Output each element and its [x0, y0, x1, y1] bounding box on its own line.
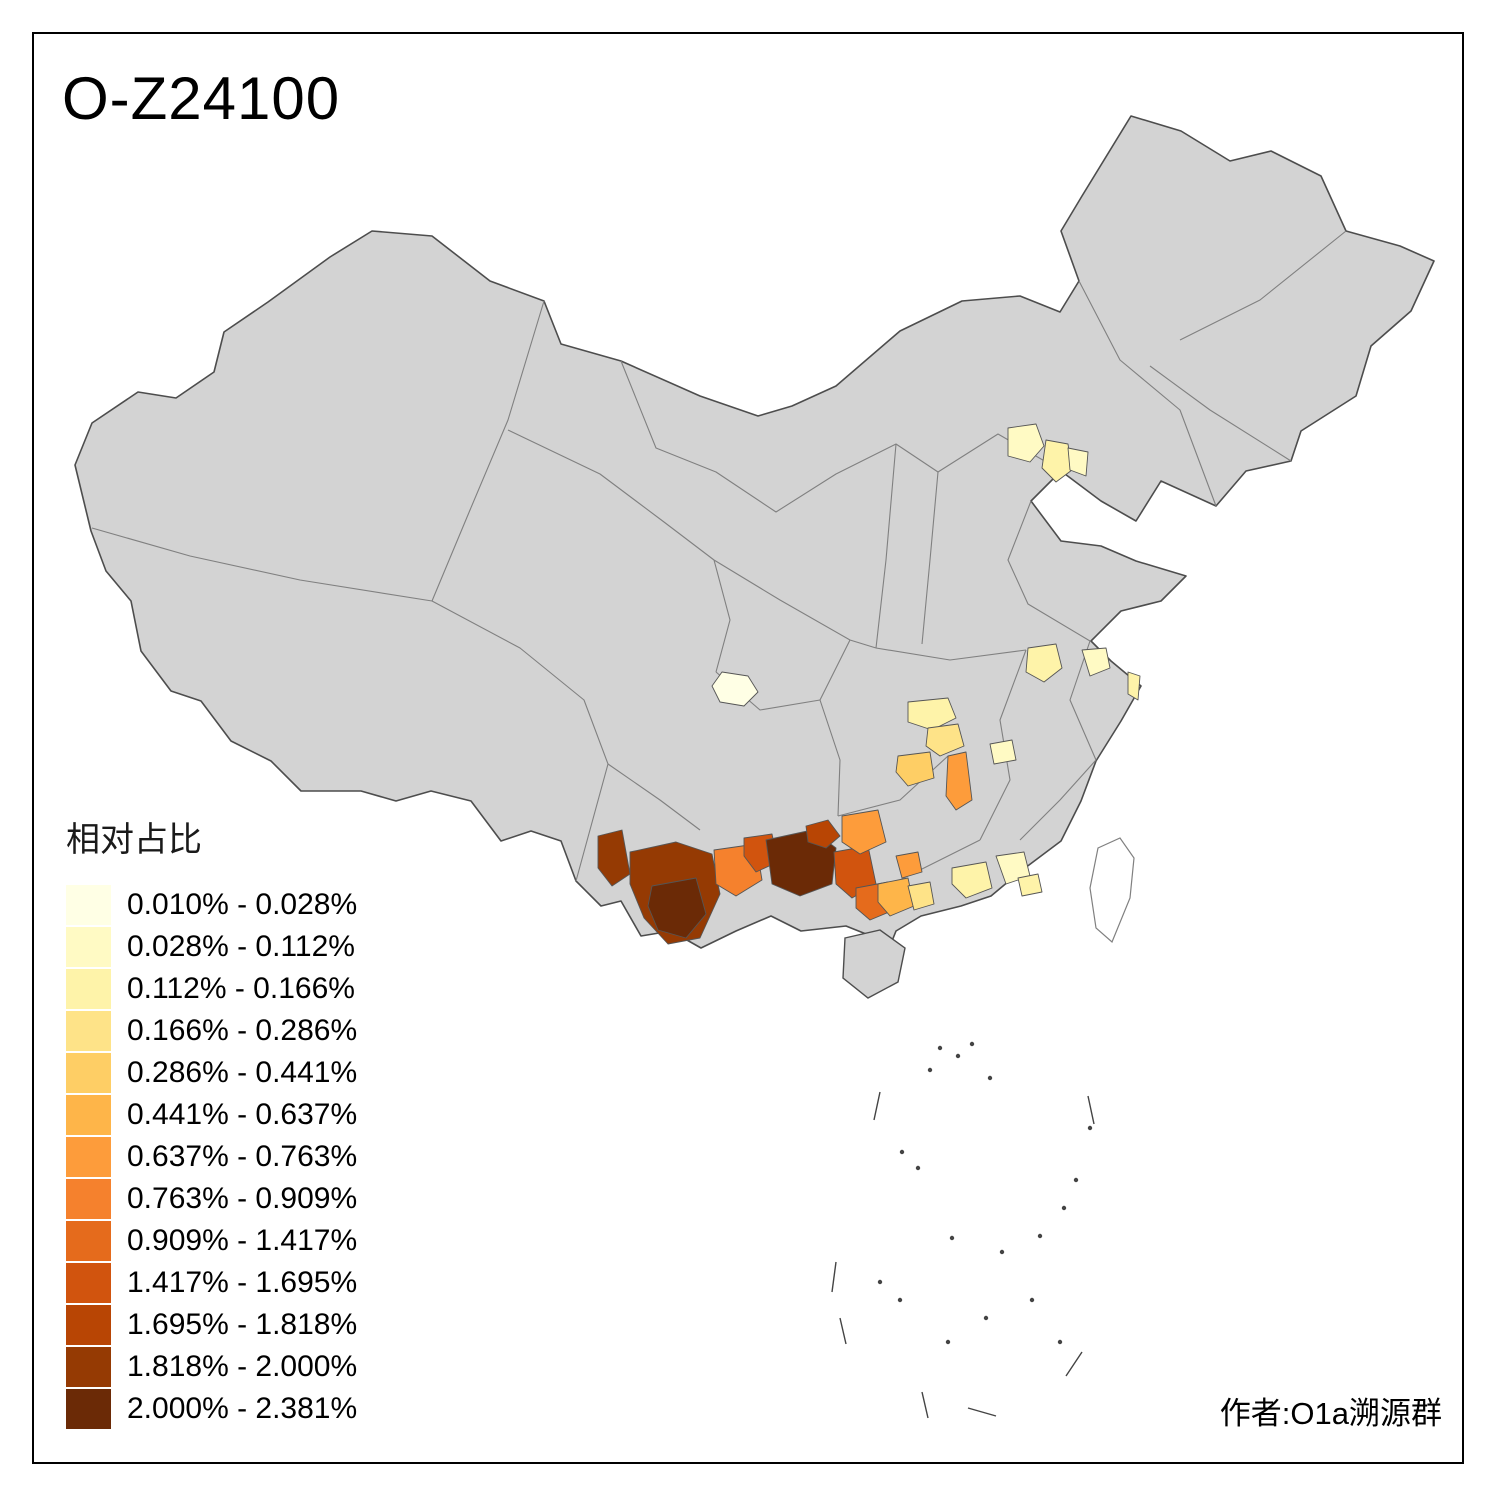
- legend-label: 0.441% - 0.637%: [127, 1098, 358, 1131]
- region-hunan-west: [895, 751, 935, 787]
- legend-swatch: [66, 1221, 111, 1261]
- legend-swatch: [66, 1137, 111, 1177]
- legend-item: 0.028% - 0.112%: [66, 927, 357, 967]
- legend-label: 1.417% - 1.695%: [127, 1266, 358, 1299]
- legend-swatch: [66, 885, 111, 925]
- region-guangxi-south: [877, 877, 915, 917]
- region-beijing: [1007, 423, 1045, 463]
- legend-label: 0.909% - 1.417%: [127, 1224, 358, 1257]
- legend-item: 0.166% - 0.286%: [66, 1011, 357, 1051]
- region-guangdong-west: [951, 861, 993, 899]
- legend-item: 0.112% - 0.166%: [66, 969, 357, 1009]
- region-jiangxi: [989, 739, 1017, 765]
- region-hubei: [907, 697, 957, 731]
- legend-label: 2.000% - 2.381%: [127, 1392, 358, 1425]
- legend-item: 2.000% - 2.381%: [66, 1389, 357, 1429]
- legend-item: 0.637% - 0.763%: [66, 1137, 357, 1177]
- legend: 相对占比 0.010% - 0.028% 0.028% - 0.112% 0.1…: [66, 812, 357, 1431]
- mainland-outline: [74, 115, 1435, 957]
- region-chengdu: [711, 671, 759, 707]
- region-yunnan-west-strip: [597, 829, 631, 887]
- legend-label: 0.028% - 0.112%: [127, 930, 355, 963]
- legend-item: 0.763% - 0.909%: [66, 1179, 357, 1219]
- region-hunan-north: [925, 723, 965, 757]
- legend-swatch: [66, 1179, 111, 1219]
- legend-swatch: [66, 1263, 111, 1303]
- legend-label: 0.166% - 0.286%: [127, 1014, 358, 1047]
- legend-label: 0.010% - 0.028%: [127, 888, 358, 921]
- legend-label: 0.286% - 0.441%: [127, 1056, 358, 1089]
- legend-label: 0.637% - 0.763%: [127, 1140, 358, 1173]
- figure-border: [32, 32, 1464, 1464]
- region-jiangsu: [1081, 647, 1111, 677]
- legend-label: 0.763% - 0.909%: [127, 1182, 358, 1215]
- region-yunnan-south-darkest: [647, 877, 707, 939]
- region-guangxi-east: [907, 881, 935, 911]
- legend-item: 1.417% - 1.695%: [66, 1263, 357, 1303]
- legend-swatch: [66, 1011, 111, 1051]
- legend-swatch: [66, 1305, 111, 1345]
- choropleth-regions: [597, 423, 1141, 945]
- legend-label: 1.818% - 2.000%: [127, 1350, 358, 1383]
- region-guangdong-east: [1017, 873, 1043, 897]
- map-title: O-Z24100: [62, 65, 341, 132]
- hainan-island: [842, 929, 906, 999]
- legend-item: 0.441% - 0.637%: [66, 1095, 357, 1135]
- legend-item: 1.818% - 2.000%: [66, 1347, 357, 1387]
- legend-swatch: [66, 1053, 111, 1093]
- region-guangxi-central: [895, 851, 923, 879]
- legend-swatch: [66, 927, 111, 967]
- region-hebei: [1067, 447, 1089, 477]
- legend-label: 1.695% - 1.818%: [127, 1308, 358, 1341]
- legend-item: 0.286% - 0.441%: [66, 1053, 357, 1093]
- taiwan-island: [1089, 837, 1135, 944]
- region-shanghai: [1127, 671, 1141, 701]
- legend-item: 1.695% - 1.818%: [66, 1305, 357, 1345]
- legend-item: 0.010% - 0.028%: [66, 885, 357, 925]
- legend-item: 0.909% - 1.417%: [66, 1221, 357, 1261]
- region-qujing-dark: [805, 819, 841, 849]
- legend-swatch: [66, 1347, 111, 1387]
- legend-swatch: [66, 1095, 111, 1135]
- south-china-sea-marks: [831, 1041, 1095, 1419]
- legend-label: 0.112% - 0.166%: [127, 972, 355, 1005]
- region-tianjin: [1041, 439, 1073, 483]
- legend-title: 相对占比: [66, 821, 202, 859]
- legend-swatch: [66, 1389, 111, 1429]
- region-anhui: [1025, 643, 1063, 683]
- attribution-text: 作者:O1a溯源群: [1219, 1396, 1442, 1431]
- region-hunan-strip: [945, 751, 973, 811]
- legend-swatch: [66, 969, 111, 1009]
- region-guangxi-north-orange: [841, 809, 887, 855]
